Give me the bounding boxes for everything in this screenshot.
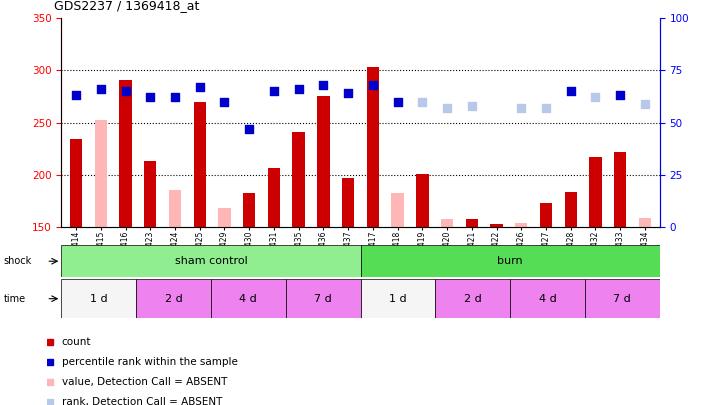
Bar [61, 245, 360, 277]
Text: sham control: sham control [174, 256, 247, 266]
Bar [639, 218, 651, 227]
Bar [120, 80, 132, 227]
Bar [61, 279, 136, 318]
Point [95, 86, 107, 92]
Text: percentile rank within the sample: percentile rank within the sample [62, 357, 238, 367]
Bar [136, 279, 211, 318]
Bar [565, 192, 577, 227]
Point [417, 98, 428, 105]
Bar [392, 194, 404, 227]
Text: GDS2237 / 1369418_at: GDS2237 / 1369418_at [54, 0, 200, 12]
Point [120, 88, 131, 94]
Bar [441, 220, 454, 227]
Bar [193, 102, 206, 227]
Point [293, 86, 304, 92]
Bar [70, 139, 82, 227]
Bar [540, 203, 552, 227]
Text: 2 d: 2 d [464, 294, 482, 304]
Point [244, 126, 255, 132]
Point [565, 88, 577, 94]
Text: 1 d: 1 d [90, 294, 107, 304]
Text: time: time [4, 294, 26, 304]
Bar [510, 279, 585, 318]
Bar [94, 120, 107, 227]
Point [639, 100, 650, 107]
Bar [342, 178, 354, 227]
Point [516, 104, 527, 111]
Text: 4 d: 4 d [539, 294, 557, 304]
Point [392, 98, 403, 105]
Text: 7 d: 7 d [614, 294, 631, 304]
Bar [360, 245, 660, 277]
Point [169, 94, 181, 101]
Bar [286, 279, 360, 318]
Bar [218, 208, 231, 227]
Point [540, 104, 552, 111]
Point [466, 102, 477, 109]
Point [342, 90, 354, 96]
Bar [515, 223, 528, 227]
Text: shock: shock [4, 256, 32, 266]
Bar [267, 168, 280, 227]
Bar [416, 174, 428, 227]
Text: count: count [62, 337, 92, 347]
Point [614, 92, 626, 99]
Bar [585, 279, 660, 318]
Text: burn: burn [497, 256, 523, 266]
Bar [360, 279, 435, 318]
Point [71, 92, 82, 99]
Bar [614, 152, 627, 227]
Point [144, 94, 156, 101]
Text: 2 d: 2 d [164, 294, 182, 304]
Point [590, 94, 601, 101]
Point [367, 82, 379, 88]
Text: 7 d: 7 d [314, 294, 332, 304]
Text: value, Detection Call = ABSENT: value, Detection Call = ABSENT [62, 377, 227, 387]
Bar [144, 161, 156, 227]
Text: rank, Detection Call = ABSENT: rank, Detection Call = ABSENT [62, 397, 222, 405]
Point [318, 82, 329, 88]
Bar [589, 157, 601, 227]
Bar [243, 194, 255, 227]
Bar [293, 132, 305, 227]
Bar [490, 224, 503, 227]
Text: 1 d: 1 d [389, 294, 407, 304]
Bar [466, 220, 478, 227]
Point [218, 98, 230, 105]
Bar [211, 279, 286, 318]
Point [268, 88, 280, 94]
Point [441, 104, 453, 111]
Bar [169, 190, 181, 227]
Point [194, 84, 205, 90]
Bar [435, 279, 510, 318]
Bar [317, 96, 329, 227]
Bar [367, 67, 379, 227]
Text: 4 d: 4 d [239, 294, 257, 304]
